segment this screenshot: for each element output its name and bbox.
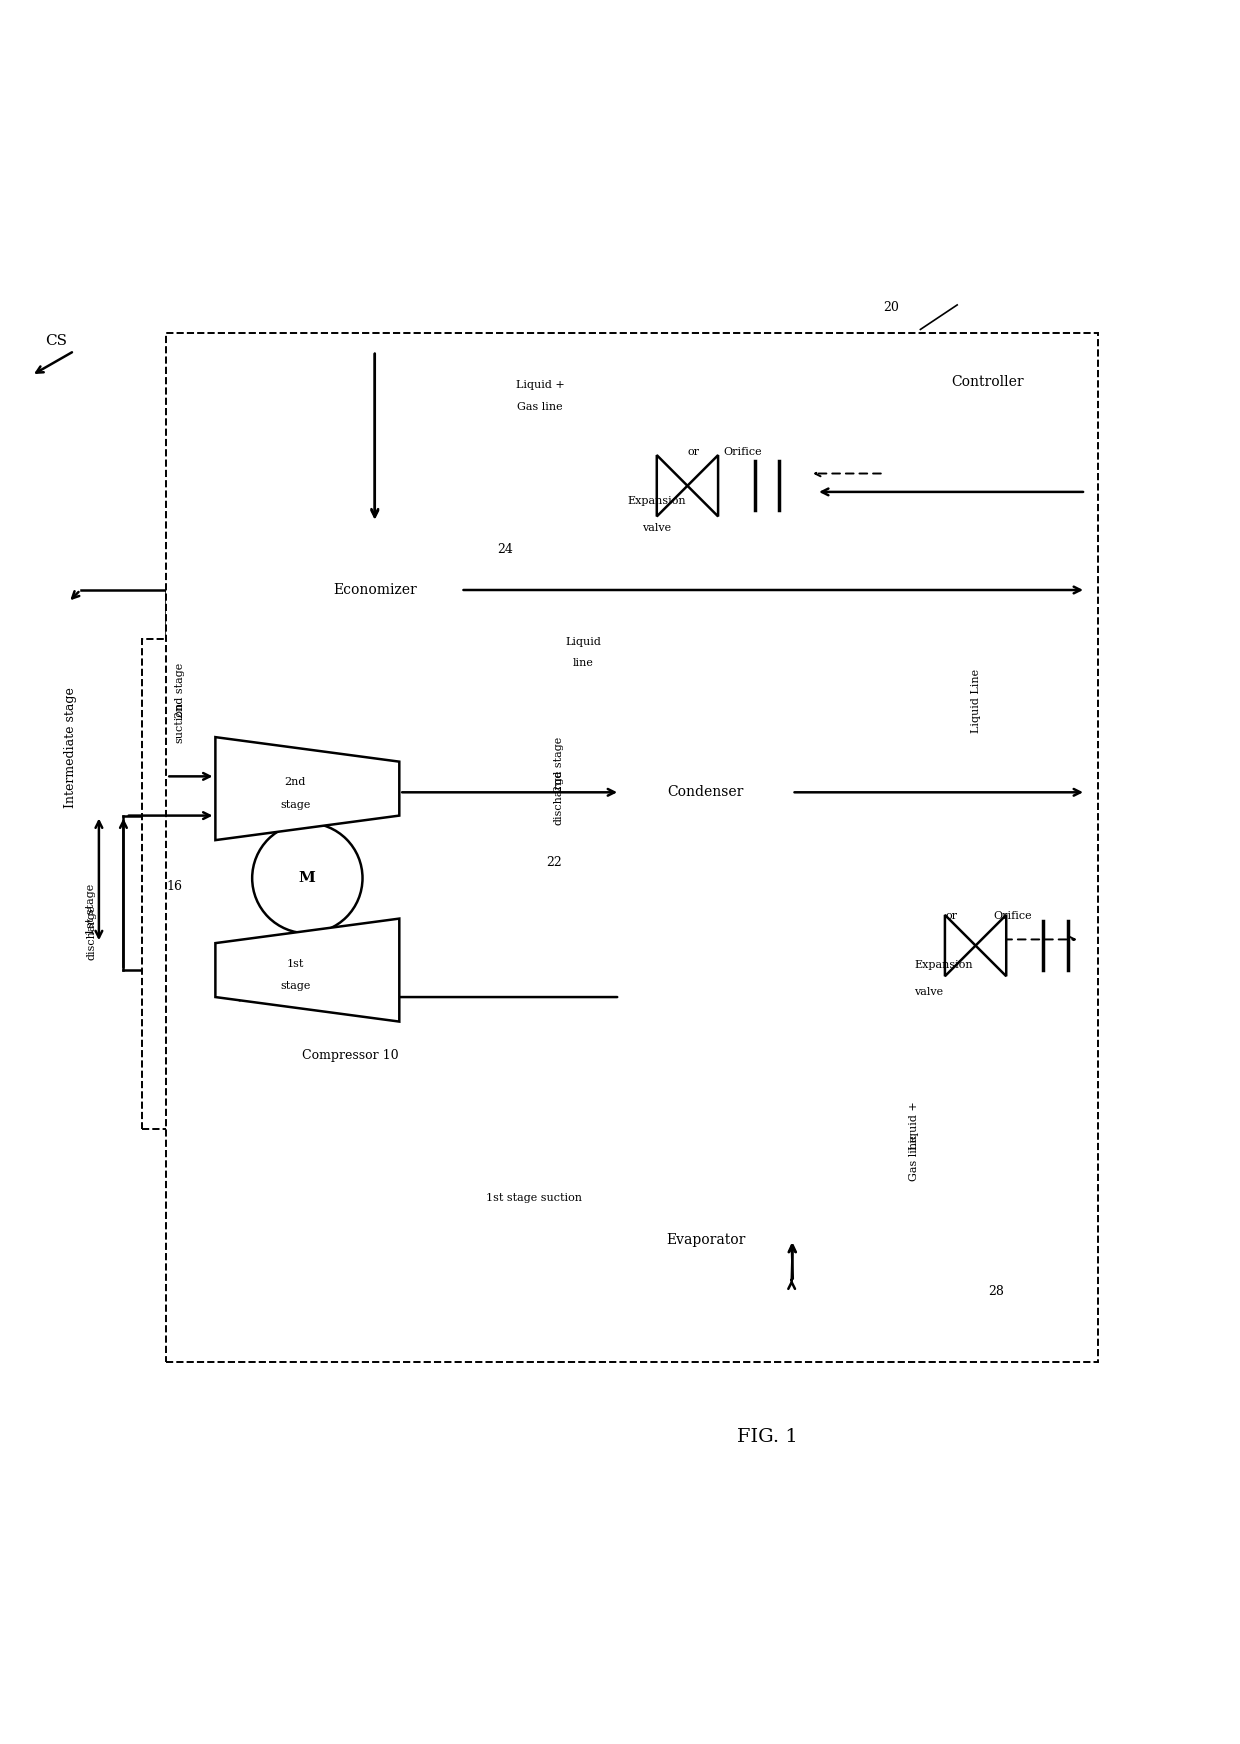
Text: stage: stage	[280, 799, 310, 809]
Text: 28: 28	[988, 1285, 1003, 1298]
Bar	[895, 335, 1080, 427]
Text: Expansion: Expansion	[914, 959, 973, 970]
Text: 24: 24	[497, 542, 513, 556]
Bar	[166, 333, 1099, 1362]
Bar	[620, 743, 791, 841]
Text: Liquid Line: Liquid Line	[971, 670, 981, 732]
Bar	[866, 872, 1086, 1018]
Text: 26: 26	[216, 501, 231, 513]
Text: Orifice: Orifice	[993, 910, 1032, 921]
Bar	[141, 638, 485, 1130]
Text: discharge: discharge	[554, 769, 564, 825]
Text: 1st stage suction: 1st stage suction	[486, 1193, 582, 1203]
Text: valve: valve	[642, 523, 671, 534]
Text: discharge: discharge	[87, 905, 97, 959]
Text: Economizer: Economizer	[332, 582, 417, 596]
Text: Compressor 10: Compressor 10	[303, 1050, 398, 1062]
Polygon shape	[945, 916, 976, 977]
Polygon shape	[657, 455, 687, 516]
Bar	[289, 523, 460, 657]
Text: Evaporator: Evaporator	[666, 1233, 745, 1247]
Bar	[595, 406, 816, 553]
Text: 1st stage: 1st stage	[87, 884, 97, 935]
Text: Liquid +: Liquid +	[909, 1100, 919, 1149]
Text: 1st: 1st	[286, 959, 304, 970]
Text: 2nd stage: 2nd stage	[554, 736, 564, 792]
Text: 22: 22	[547, 856, 562, 869]
Polygon shape	[687, 455, 718, 516]
Text: Liquid +: Liquid +	[516, 380, 564, 389]
Polygon shape	[216, 738, 399, 841]
Polygon shape	[216, 919, 399, 1022]
Text: Condenser: Condenser	[667, 785, 744, 799]
Text: Gas line: Gas line	[909, 1135, 919, 1181]
Text: 20: 20	[884, 302, 899, 314]
Text: 16: 16	[166, 881, 182, 893]
Circle shape	[252, 823, 362, 933]
Text: FIG. 1: FIG. 1	[737, 1428, 797, 1446]
Text: Orifice: Orifice	[723, 446, 761, 457]
Text: Liquid: Liquid	[565, 637, 601, 647]
Text: stage: stage	[280, 982, 310, 991]
Text: line: line	[573, 657, 594, 668]
Text: 2nd stage: 2nd stage	[175, 663, 185, 719]
Bar	[620, 1191, 791, 1289]
Text: Expansion: Expansion	[627, 495, 686, 506]
Text: CS: CS	[45, 333, 67, 347]
Text: Intermediate stage: Intermediate stage	[64, 687, 77, 807]
Text: Controller: Controller	[951, 375, 1024, 389]
Text: or: or	[945, 910, 957, 921]
Text: Gas line: Gas line	[517, 401, 563, 412]
Text: valve: valve	[914, 987, 944, 996]
Polygon shape	[976, 916, 1006, 977]
Text: 30: 30	[534, 1168, 551, 1181]
Text: or: or	[687, 446, 699, 457]
Text: M: M	[299, 872, 316, 886]
Text: suction: suction	[175, 701, 185, 743]
Text: 2nd: 2nd	[284, 778, 306, 788]
